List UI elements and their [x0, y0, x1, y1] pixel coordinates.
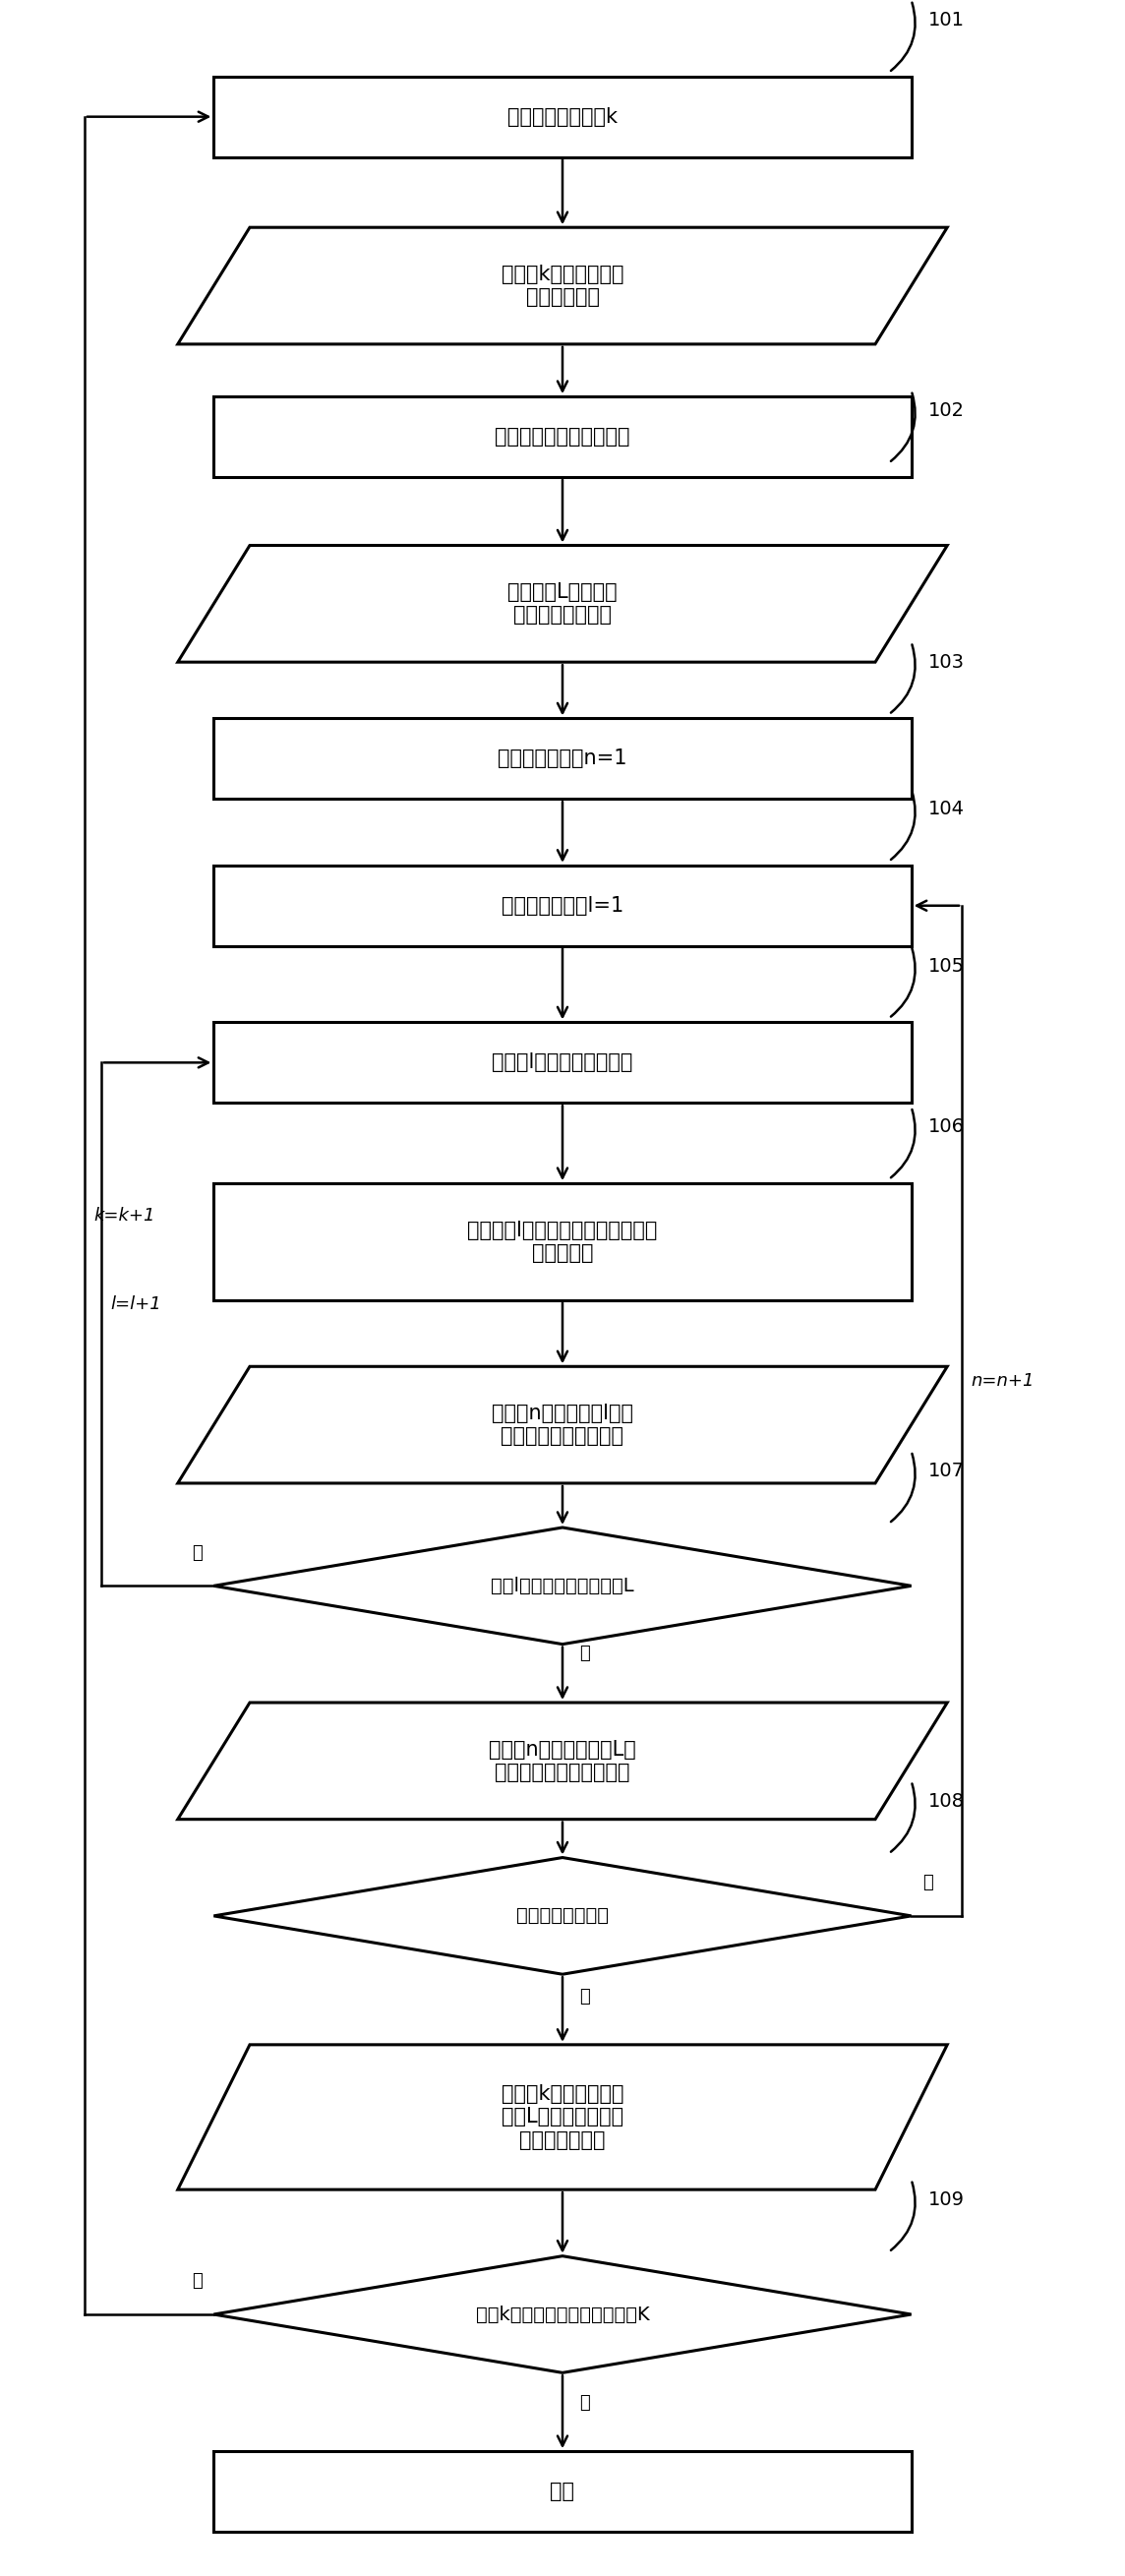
Text: 输出第n轮迭代后第l径信
号的信道参数提取结果: 输出第n轮迭代后第l径信 号的信道参数提取结果	[492, 1404, 633, 1445]
Text: 101: 101	[928, 10, 964, 28]
Text: 107: 107	[928, 1461, 964, 1481]
Text: 输出第n轮迭代后所有L径
信号的信道参数提取结果: 输出第n轮迭代后所有L径 信号的信道参数提取结果	[489, 1739, 636, 1783]
FancyBboxPatch shape	[214, 1182, 911, 1301]
Polygon shape	[178, 2045, 947, 2190]
Text: l=l+1: l=l+1	[110, 1296, 161, 1314]
FancyBboxPatch shape	[214, 2452, 911, 2532]
Text: 输入第k个测量快照的
信道冲激响应: 输入第k个测量快照的 信道冲激响应	[502, 265, 623, 307]
Polygon shape	[178, 546, 947, 662]
FancyBboxPatch shape	[214, 397, 911, 477]
Text: 否: 否	[192, 2272, 203, 2290]
Text: 判断k是否等于最大测量快照数K: 判断k是否等于最大测量快照数K	[476, 2306, 649, 2324]
Polygon shape	[214, 2257, 911, 2372]
Text: 输出所有L径信号的
信道参数的初始值: 输出所有L径信号的 信道参数的初始值	[507, 582, 618, 626]
Text: 102: 102	[928, 402, 964, 420]
Polygon shape	[178, 1703, 947, 1819]
Text: 串行干扰消除初始化方法: 串行干扰消除初始化方法	[495, 428, 630, 446]
Polygon shape	[214, 1857, 911, 1973]
Text: 是: 是	[579, 2393, 590, 2411]
FancyBboxPatch shape	[214, 1023, 911, 1103]
Polygon shape	[178, 227, 947, 345]
Text: k=k+1: k=k+1	[93, 1206, 155, 1224]
Text: 109: 109	[928, 2190, 964, 2210]
Text: 设置测量快照序号k: 设置测量快照序号k	[507, 106, 618, 126]
Text: n=n+1: n=n+1	[971, 1373, 1034, 1388]
Polygon shape	[214, 1528, 911, 1643]
Text: 是: 是	[579, 1989, 590, 2004]
Text: 103: 103	[928, 652, 964, 672]
Text: 106: 106	[928, 1118, 964, 1136]
Text: 105: 105	[928, 956, 964, 976]
Text: 否: 否	[922, 1875, 933, 1891]
Text: 结束: 结束	[550, 2481, 575, 2501]
Text: 判断l是否等于最大多径数L: 判断l是否等于最大多径数L	[490, 1577, 634, 1595]
FancyBboxPatch shape	[214, 719, 911, 799]
FancyBboxPatch shape	[214, 866, 911, 945]
Text: 搜索使第l径信号的似然函数最大的
信道参数值: 搜索使第l径信号的似然函数最大的 信道参数值	[467, 1221, 658, 1262]
Text: 108: 108	[928, 1793, 964, 1811]
Text: 初始化迭代轮次n=1: 初始化迭代轮次n=1	[498, 750, 627, 768]
Text: 计算第l径信号的条件期望: 计算第l径信号的条件期望	[492, 1054, 633, 1072]
Text: 否: 否	[192, 1543, 203, 1561]
Text: 判断结果是否收敛: 判断结果是否收敛	[516, 1906, 609, 1924]
Text: 初始化多径序号l=1: 初始化多径序号l=1	[502, 896, 623, 914]
FancyBboxPatch shape	[214, 77, 911, 157]
Text: 是: 是	[579, 1643, 590, 1662]
Text: 输出第k个测量快照的
所有L径信号的最终信
道参数提取结果: 输出第k个测量快照的 所有L径信号的最终信 道参数提取结果	[502, 2084, 623, 2151]
Polygon shape	[178, 1365, 947, 1484]
Text: 104: 104	[928, 799, 964, 819]
